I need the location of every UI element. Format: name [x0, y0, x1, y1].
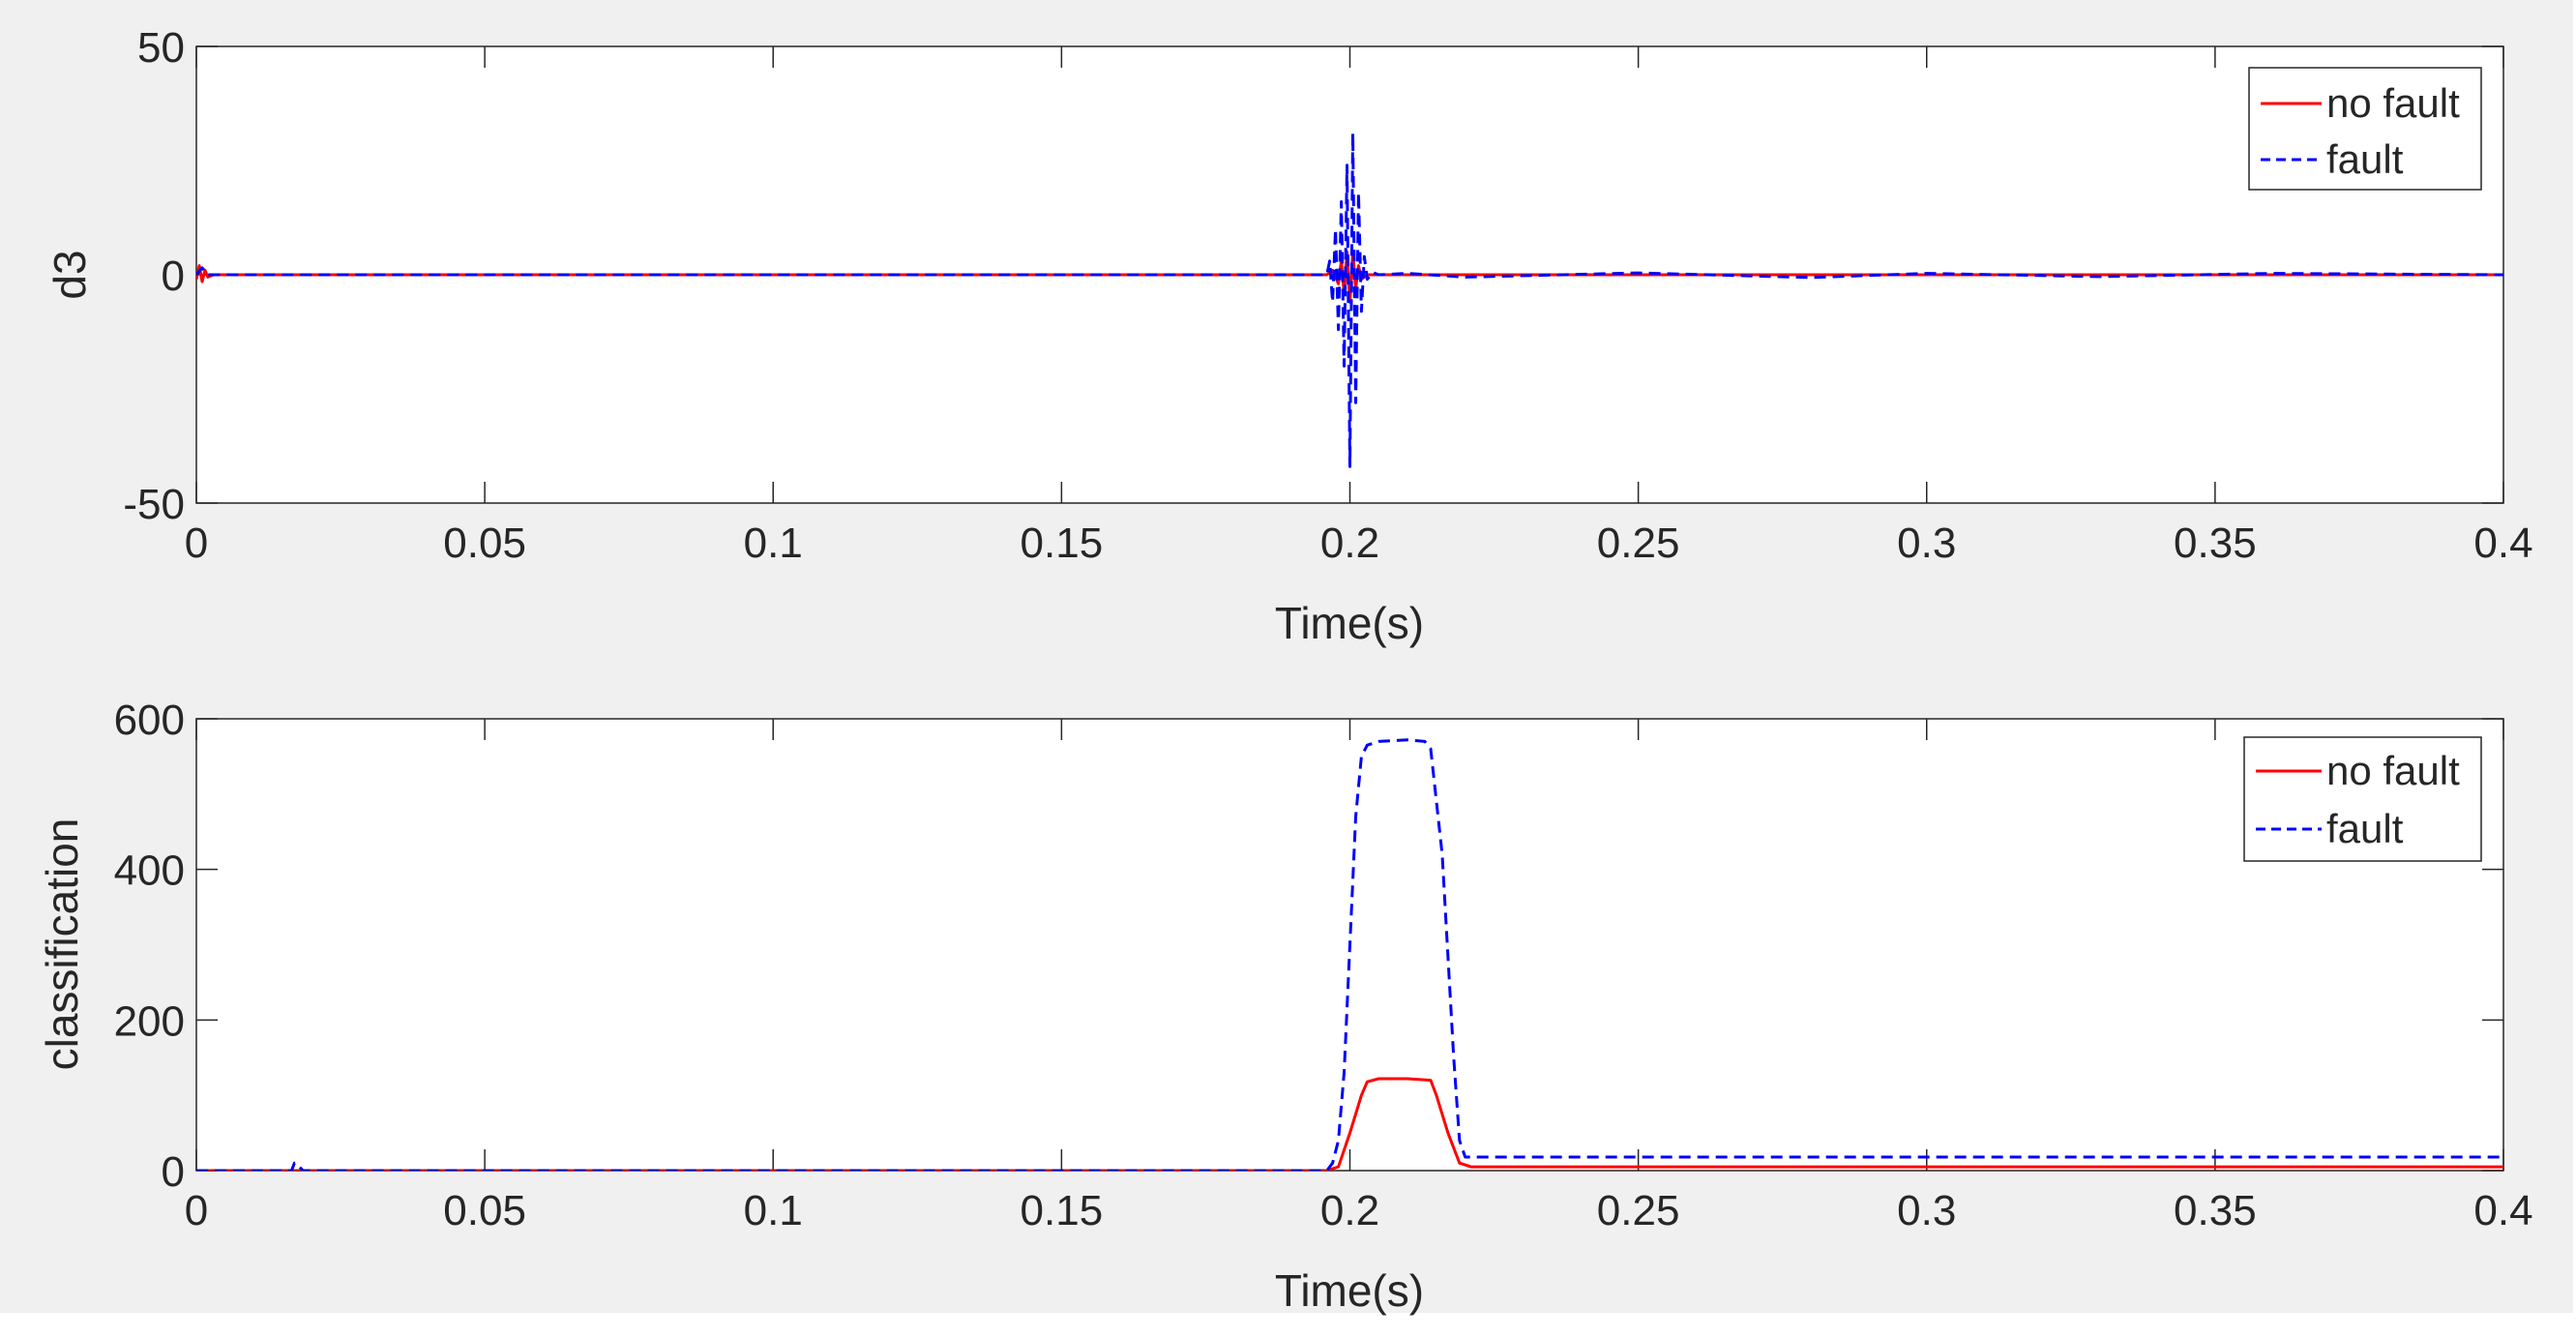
classification-y-tick-label: 600 [114, 697, 185, 744]
classification-x-tick-label: 0.1 [744, 1187, 803, 1234]
d3-x-tick-label: 0.3 [1897, 520, 1956, 567]
d3-x-tick-label: 0.1 [744, 520, 803, 567]
classification-x-tick-label: 0.05 [443, 1187, 526, 1234]
d3-x-tick-label: 0.4 [2473, 520, 2532, 567]
classification-chart-panel: 0 200 400 600 0 0.05 0.1 0.15 0.2 0.25 0.3 0.35 0.4… [37, 697, 2533, 1316]
d3-legend-box [2248, 67, 2482, 191]
classification-x-tick-label: 0.3 [1897, 1187, 1956, 1234]
d3-x-tick-label: 0.25 [1597, 520, 1680, 567]
classification-y-tick-label: 400 [114, 847, 185, 895]
classification-legend-label-fault: fault [2326, 806, 2404, 851]
d3-y-axis-title: d3 [44, 250, 95, 299]
classification-x-tick-label: 0 [185, 1187, 208, 1234]
d3-legend-label-no-fault: no fault [2326, 80, 2460, 126]
d3-x-tick-label: 0.05 [443, 520, 526, 567]
classification-x-axis: 0 0.05 0.1 0.15 0.2 0.25 0.3 0.35 0.4 [185, 719, 2533, 1234]
d3-x-tick-label: 0.2 [1320, 520, 1379, 567]
classification-x-tick-label: 0.2 [1320, 1187, 1379, 1234]
classification-x-tick-label: 0.25 [1597, 1187, 1680, 1234]
classification-x-tick-label: 0.35 [2174, 1187, 2257, 1234]
classification-x-axis-title: Time(s) [1275, 1265, 1424, 1316]
classification-series-group [196, 738, 2503, 1171]
d3-y-tick-label: -50 [123, 481, 185, 528]
classification-series-fault-line [196, 738, 2503, 1171]
classification-legend-box [2243, 736, 2482, 862]
classification-legend: no fault fault [2243, 736, 2482, 862]
classification-y-tick-label: 200 [114, 997, 185, 1045]
classification-y-axis-title: classification [37, 818, 87, 1071]
d3-y-tick-label: 50 [137, 24, 185, 72]
d3-x-axis-title: Time(s) [1275, 598, 1424, 648]
classification-series-no-fault-line [196, 1077, 2503, 1171]
classification-x-tick-label: 0.15 [1021, 1187, 1104, 1234]
d3-x-axis: 0 0.05 0.1 0.15 0.2 0.25 0.3 0.35 0.4 [185, 46, 2533, 567]
d3-x-tick-label: 0 [185, 520, 208, 567]
classification-y-tick-label: 0 [162, 1148, 185, 1196]
classification-y-axis: 0 200 400 600 [114, 697, 2503, 1196]
d3-legend: no fault fault [2248, 67, 2482, 191]
classification-legend-label-no-fault: no fault [2326, 748, 2460, 793]
d3-series-fault-line [196, 132, 2503, 468]
d3-x-tick-label: 0.35 [2174, 520, 2257, 567]
classification-x-tick-label: 0.4 [2473, 1187, 2532, 1234]
d3-legend-label-fault: fault [2326, 136, 2404, 182]
d3-series-group [196, 132, 2503, 468]
d3-y-tick-label: 0 [162, 253, 185, 300]
d3-x-tick-label: 0.15 [1021, 520, 1104, 567]
